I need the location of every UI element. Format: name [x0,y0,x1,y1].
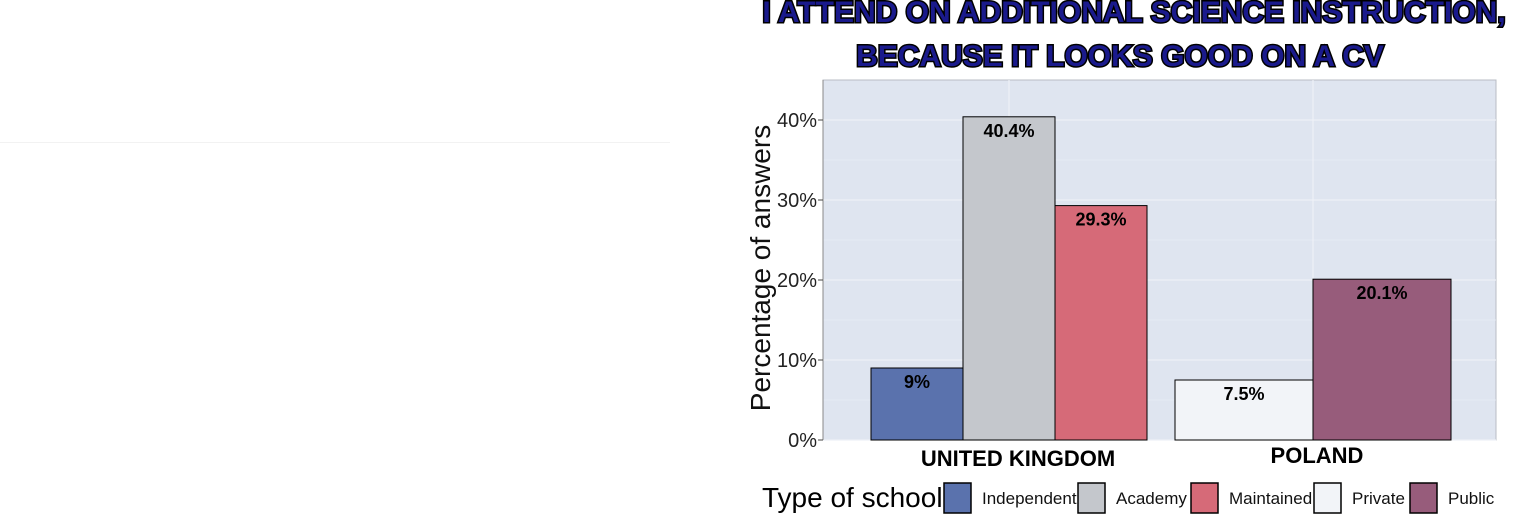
legend-swatch-private [1313,482,1342,514]
axes: 0% 10% 20% 30% 40% UNITED KINGDOM POLAND [777,80,1363,471]
y-tick-label: 40% [777,110,817,132]
legend-swatch-academy [1077,482,1106,514]
legend-title: Type of school [762,482,943,513]
legend-label: Independent [982,489,1077,508]
legend-swatch-maintained [1190,482,1219,514]
bar-maintained [1054,205,1148,441]
y-tick-label: 10% [777,350,817,372]
legend-label: Academy [1116,489,1187,508]
legend-swatch-independent [943,482,972,514]
bar-private [1174,379,1314,441]
x-category-label: UNITED KINGDOM [921,446,1115,471]
chart-title-line-1: I ATTEND ON ADDITIONAL SCIENCE INSTRUCTI… [762,0,1505,29]
y-tick-label: 0% [788,430,817,452]
y-axis-label: Percentage of answers [745,125,776,411]
chart-title-line-2: BECAUSE IT LOOKS GOOD ON A CV [856,40,1384,73]
legend-label: Maintained [1229,489,1312,508]
legend-swatch-public [1409,482,1438,514]
x-category-label: POLAND [1271,443,1364,468]
bar-value-label: 40.4% [983,121,1034,141]
y-tick-label: 20% [777,270,817,292]
bar-independent [870,367,964,441]
chart-title: I ATTEND ON ADDITIONAL SCIENCE INSTRUCTI… [761,0,1507,75]
bar-value-label: 9% [904,372,930,392]
bar-academy [962,116,1056,441]
bar-value-label: 20.1% [1356,283,1407,303]
bars: 9% 40.4% 29.3% 7.5% 20.1% [870,116,1452,441]
y-tick-label: 30% [777,190,817,212]
background-divider [0,142,670,143]
legend-label: Private [1352,489,1405,508]
legend-label: Public [1448,489,1495,508]
bar-value-label: 7.5% [1223,384,1264,404]
bar-public [1312,278,1452,441]
bar-value-label: 29.3% [1075,210,1126,230]
legend: Type of school Independent Academy Maintai… [762,482,1495,514]
